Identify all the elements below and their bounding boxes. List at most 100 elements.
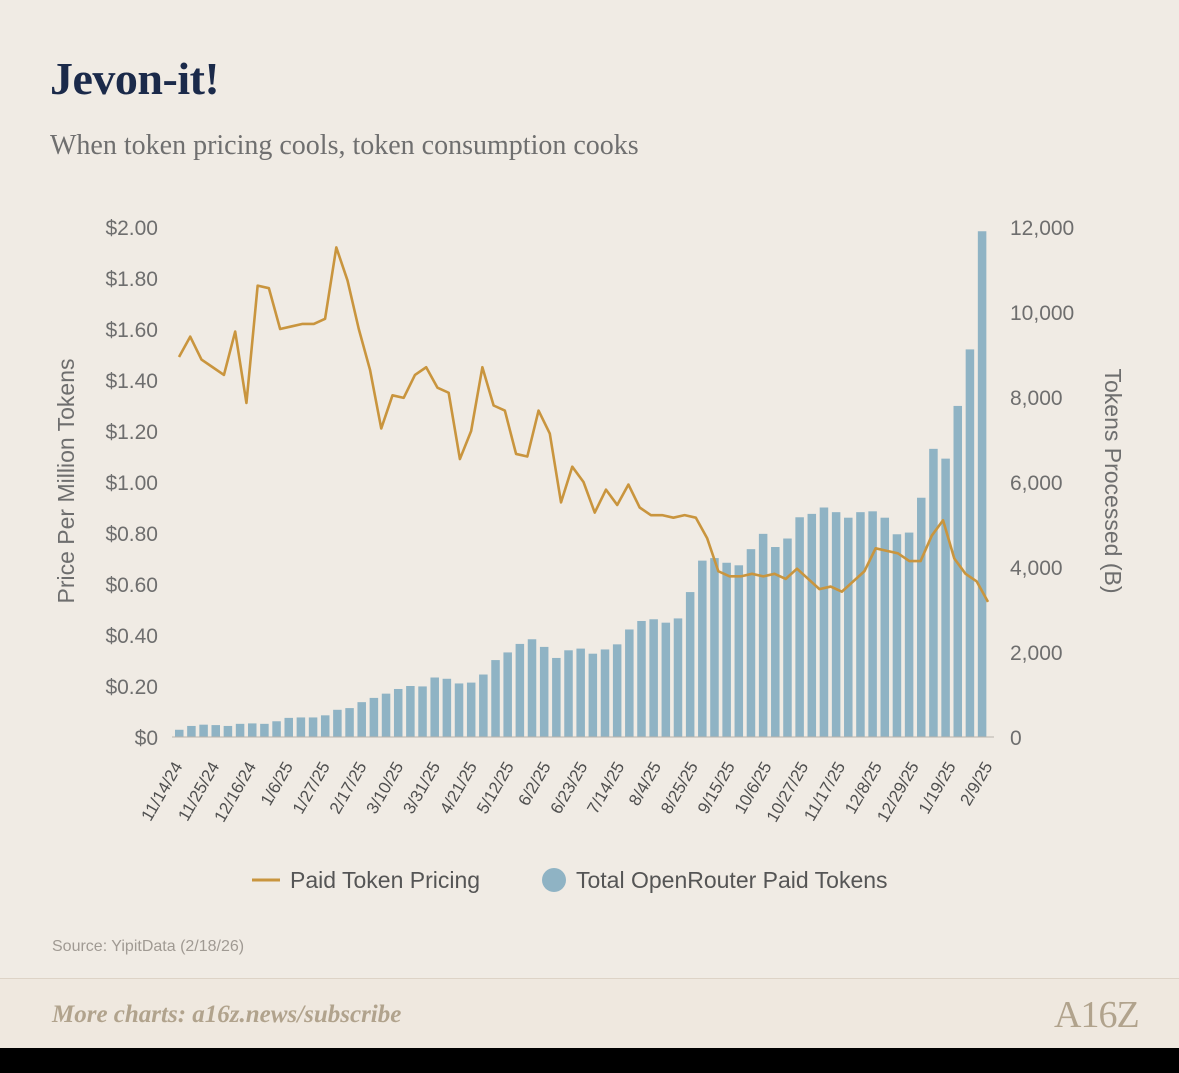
token-bar (831, 512, 841, 737)
token-bar (308, 717, 318, 737)
token-bar (406, 686, 415, 737)
left-tick-label: $1.40 (105, 370, 158, 393)
legend-dot-icon (542, 868, 566, 892)
token-bar (929, 448, 938, 737)
token-bar (977, 231, 987, 737)
token-bar (625, 629, 634, 737)
token-bar (539, 646, 549, 737)
token-bar (515, 643, 525, 737)
token-bar (479, 674, 488, 737)
left-tick-label: $0.80 (105, 523, 158, 546)
token-bar (369, 697, 379, 737)
left-tick-label: $0.20 (105, 676, 158, 699)
token-bar (503, 652, 512, 737)
token-bar (588, 653, 598, 737)
x-tick-label: 5/12/25 (473, 759, 518, 818)
token-bar (284, 717, 293, 738)
token-bar (564, 650, 573, 737)
token-bar (941, 458, 950, 738)
token-bar (320, 715, 330, 737)
chart-svg: $0 $0.20 $0.40 $0.60 $0.80 $1.00 $1.20 $1.40 $1.… (53, 217, 1126, 893)
a16z-logo: A16Z (1054, 994, 1140, 1036)
token-bar (430, 677, 439, 737)
left-tick-label: $0.40 (105, 625, 158, 648)
token-bar (600, 649, 610, 737)
token-bar (953, 405, 963, 737)
token-bar (418, 686, 427, 737)
line-series (177, 246, 990, 603)
token-bar (211, 725, 220, 737)
subscribe-link[interactable]: More charts: a16z.news/subscribe (52, 1001, 402, 1028)
bar-series (175, 231, 987, 738)
token-bar (771, 547, 780, 737)
chart-card: Jevon-it! When token pricing cools, toke… (0, 0, 1179, 1048)
right-tick-label: 6,000 (1010, 472, 1063, 495)
token-bar (357, 702, 366, 737)
token-bar (612, 644, 622, 737)
token-bar (272, 721, 281, 737)
right-tick-label: 0 (1010, 727, 1022, 750)
right-tick-label: 8,000 (1010, 387, 1063, 410)
token-bar (649, 619, 658, 737)
token-bar (965, 349, 975, 737)
token-bar (175, 729, 184, 737)
legend-label-tokens: Total OpenRouter Paid Tokens (576, 867, 888, 893)
left-tick-label: $2.00 (105, 217, 158, 240)
token-bar (807, 513, 817, 738)
token-bar (187, 725, 196, 737)
pricing-line (177, 246, 990, 603)
token-bar (673, 618, 683, 737)
left-tick-label: $1.00 (105, 472, 158, 495)
token-bar (223, 725, 233, 737)
x-tick-label: 6/2/25 (515, 759, 555, 809)
token-bar (454, 683, 464, 737)
token-bar (734, 565, 744, 737)
token-bar (381, 693, 391, 737)
token-bar (527, 639, 537, 737)
token-bar (819, 507, 829, 737)
chart-title: Jevon-it! (50, 53, 220, 104)
left-tick-label: $1.80 (105, 268, 158, 291)
left-axis-ticks: $0 $0.20 $0.40 $0.60 $0.80 $1.00 $1.20 $1.40 $1.… (105, 217, 158, 750)
token-bar (491, 660, 500, 737)
token-bar (576, 648, 585, 737)
left-tick-label: $1.20 (105, 421, 158, 444)
token-bar (880, 517, 890, 737)
token-bar (637, 620, 646, 737)
token-bar (868, 511, 877, 737)
token-bar (661, 622, 671, 737)
token-bar (260, 723, 269, 737)
token-bar (710, 558, 719, 737)
right-axis-ticks: 0 2,000 4,000 6,000 8,000 10,000 12,000 (1010, 217, 1074, 750)
right-tick-label: 4,000 (1010, 557, 1063, 580)
left-tick-label: $1.60 (105, 319, 158, 342)
token-bar (758, 533, 768, 737)
source-note: Source: YipitData (2/18/26) (52, 938, 245, 955)
footer-band (0, 978, 1179, 1048)
token-bar (892, 534, 902, 737)
token-bar (296, 717, 306, 737)
token-bar (917, 497, 926, 737)
token-bar (247, 723, 257, 737)
token-bar (235, 723, 245, 737)
token-bar (552, 657, 561, 737)
right-axis-label: Tokens Processed (B) (1100, 369, 1126, 594)
token-bar (904, 532, 914, 737)
token-bar (199, 724, 208, 737)
token-bar (393, 688, 403, 737)
x-tick-label: 8/4/25 (625, 759, 665, 809)
legend-label-pricing: Paid Token Pricing (290, 867, 480, 893)
right-tick-label: 2,000 (1010, 642, 1063, 665)
token-bar (466, 682, 476, 737)
chart-subtitle: When token pricing cools, token consumpt… (50, 130, 639, 161)
token-bar (333, 709, 342, 737)
left-tick-label: $0 (135, 727, 158, 750)
token-bar (746, 549, 756, 737)
token-bar (685, 592, 695, 737)
token-bar (345, 708, 354, 737)
token-bar (698, 560, 707, 738)
token-bar (795, 517, 804, 737)
x-tick-label: 2/9/25 (956, 759, 996, 809)
left-tick-label: $0.60 (105, 574, 158, 597)
right-tick-label: 10,000 (1010, 302, 1074, 325)
